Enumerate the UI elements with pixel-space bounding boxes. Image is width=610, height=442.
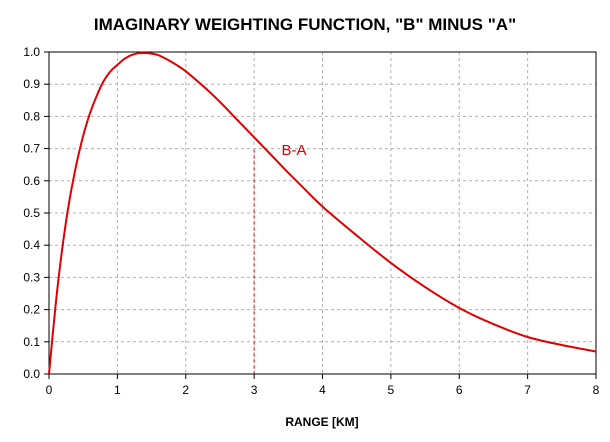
axis-ticks: 0 1 2 3 4 5 6 7 8 0.0 0.1 0.2 0.3 0.4 0.5 0.6 0.7 0.8 0.9 1…: [23, 45, 599, 397]
gridlines: [49, 52, 596, 374]
chart-title: IMAGINARY WEIGHTING FUNCTION, "B" MINUS …: [94, 15, 516, 34]
y-tick-label: 0.4: [23, 238, 40, 252]
x-tick-label: 4: [319, 383, 326, 397]
x-tick-label: 1: [114, 383, 121, 397]
y-tick-label: 0.3: [23, 270, 40, 284]
x-tick-label: 3: [251, 383, 258, 397]
y-tick-label: 0.7: [23, 142, 40, 156]
series-label-b-a: B-A: [281, 142, 306, 159]
x-tick-label: 5: [388, 383, 395, 397]
x-tick-label: 2: [182, 383, 189, 397]
y-tick-label: 0.9: [23, 77, 40, 91]
y-tick-label: 0.1: [23, 335, 40, 349]
y-tick-label: 1.0: [23, 45, 40, 59]
x-tick-label: 6: [456, 383, 463, 397]
y-tick-label: 0.8: [23, 109, 40, 123]
y-tick-label: 0.0: [23, 367, 40, 381]
x-tick-label: 8: [593, 383, 600, 397]
series-line-b-a: [48, 51, 597, 375]
y-tick-label: 0.6: [23, 174, 40, 188]
x-axis-title: RANGE [KM]: [285, 415, 358, 429]
series-layer: [48, 51, 597, 375]
x-tick-label: 0: [46, 383, 53, 397]
y-tick-label: 0.2: [23, 303, 40, 317]
y-tick-label: 0.5: [23, 206, 40, 220]
x-tick-label: 7: [524, 383, 531, 397]
annotations: B-A: [281, 142, 306, 159]
